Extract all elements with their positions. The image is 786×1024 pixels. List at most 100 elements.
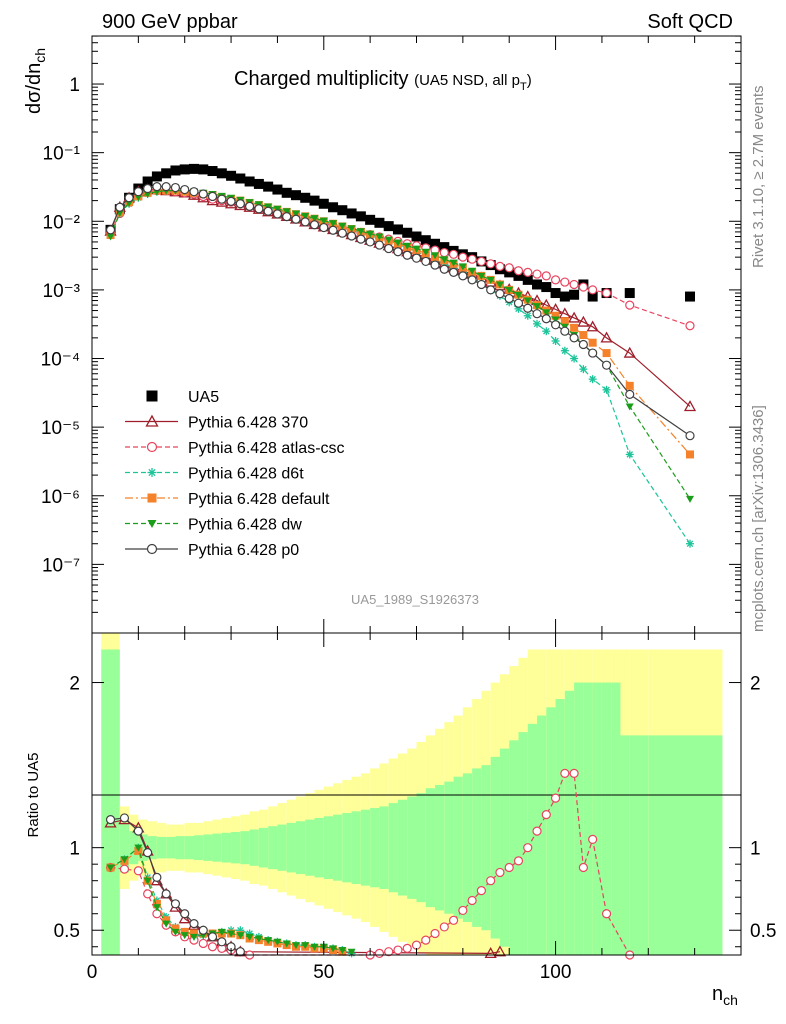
stat-uncertainty-band	[370, 808, 380, 888]
y-tick-label: 10⁻³	[43, 281, 81, 302]
stat-uncertainty-band	[509, 740, 519, 955]
y-tick-label: 0.5	[54, 921, 80, 942]
main-plot-panel: 10⁻⁷ 10⁻⁶ 10⁻⁵ 10⁻⁴ 10⁻³ 10⁻² 10⁻¹ 1 Charged mu…	[23, 35, 742, 634]
data-point	[570, 354, 579, 363]
data-point	[570, 323, 579, 332]
data-point	[550, 320, 561, 330]
stat-uncertainty-band	[101, 649, 120, 955]
data-point	[170, 182, 181, 193]
data-point	[383, 221, 394, 232]
ratio-point	[338, 947, 347, 955]
ratio-point	[105, 814, 116, 825]
data-point	[577, 315, 590, 327]
ratio-point	[347, 948, 356, 956]
data-point	[207, 166, 218, 177]
ratio-point	[162, 920, 171, 928]
ratio-point	[484, 947, 497, 958]
data-point	[579, 365, 588, 374]
stat-uncertainty-band	[360, 809, 371, 886]
main-ylabel: dσ/dnch	[23, 48, 48, 114]
data-point	[523, 303, 533, 313]
y-tick-label: 1	[69, 75, 80, 96]
data-point	[532, 269, 542, 279]
data-point	[179, 164, 190, 175]
ratio-point	[254, 935, 263, 943]
stat-uncertainty-band	[314, 817, 324, 878]
legend-label: Pythia 6.428 dw	[188, 517, 302, 534]
data-point	[170, 165, 181, 176]
y-tick-label: 10⁻²	[43, 212, 81, 233]
ratio-point	[421, 935, 431, 945]
stat-uncertainty-band	[425, 788, 436, 908]
ratio-point	[133, 866, 143, 876]
data-point	[625, 389, 635, 399]
data-point	[355, 211, 366, 222]
data-point	[602, 349, 611, 358]
ratio-point	[310, 943, 319, 951]
stat-uncertainty-band	[221, 832, 232, 863]
data-point	[559, 291, 570, 302]
data-point	[560, 346, 569, 355]
ratio-point	[282, 940, 291, 948]
data-point	[161, 182, 171, 192]
stat-uncertainty-band	[407, 796, 417, 899]
legend-marker	[145, 414, 159, 427]
y-tick-label: 10⁻⁵	[41, 418, 80, 439]
ratio-point	[106, 864, 115, 872]
data-point	[374, 217, 385, 228]
main-title: Charged multiplicity (UA5 NSD, all pT)	[234, 68, 532, 93]
stat-uncertainty-band	[193, 835, 204, 861]
data-point	[319, 217, 328, 225]
data-point	[686, 495, 695, 503]
ratio-point	[207, 942, 218, 952]
data-point	[142, 176, 153, 187]
data-point	[393, 239, 402, 247]
stat-uncertainty-band	[657, 735, 723, 955]
ratio-point	[178, 912, 191, 924]
data-point	[523, 267, 533, 277]
stat-uncertainty-band	[629, 735, 640, 955]
data-point	[393, 247, 403, 257]
stat-uncertainty-band	[546, 707, 556, 955]
ratio-point	[143, 877, 152, 885]
data-point	[588, 285, 598, 295]
data-point	[513, 298, 524, 308]
data-point	[216, 168, 227, 179]
ratio-point	[541, 810, 551, 820]
stat-uncertainty-band	[444, 781, 454, 914]
data-point	[685, 321, 695, 331]
ratio-point	[119, 864, 130, 874]
stat-uncertainty-band	[416, 793, 426, 903]
data-point	[505, 286, 514, 294]
data-point	[440, 256, 449, 264]
data-point	[439, 264, 449, 274]
data-point	[476, 279, 486, 290]
data-point	[115, 202, 125, 212]
data-point	[439, 242, 450, 253]
series-pythia-6-428-p0	[105, 182, 695, 441]
ratio-point	[198, 925, 208, 935]
stat-uncertainty-band	[499, 748, 510, 947]
data-point	[421, 248, 430, 256]
data-point	[686, 450, 695, 459]
stat-uncertainty-band	[583, 682, 593, 955]
data-point	[235, 173, 246, 184]
stat-uncertainty-band	[620, 735, 630, 955]
data-point	[281, 187, 292, 198]
data-point	[439, 247, 449, 258]
data-point	[161, 168, 172, 179]
data-point	[468, 267, 477, 275]
data-point	[272, 209, 283, 219]
stat-uncertainty-band	[240, 831, 250, 865]
data-point	[337, 228, 347, 238]
ratio-point	[162, 916, 171, 925]
stat-uncertainty-band	[129, 831, 139, 865]
data-point	[291, 214, 301, 224]
data-point	[550, 275, 561, 285]
data-point	[486, 285, 496, 295]
ratio-point	[217, 928, 226, 936]
data-point	[347, 225, 356, 233]
stat-uncertainty-band	[231, 831, 241, 864]
ratio-point	[393, 945, 403, 955]
